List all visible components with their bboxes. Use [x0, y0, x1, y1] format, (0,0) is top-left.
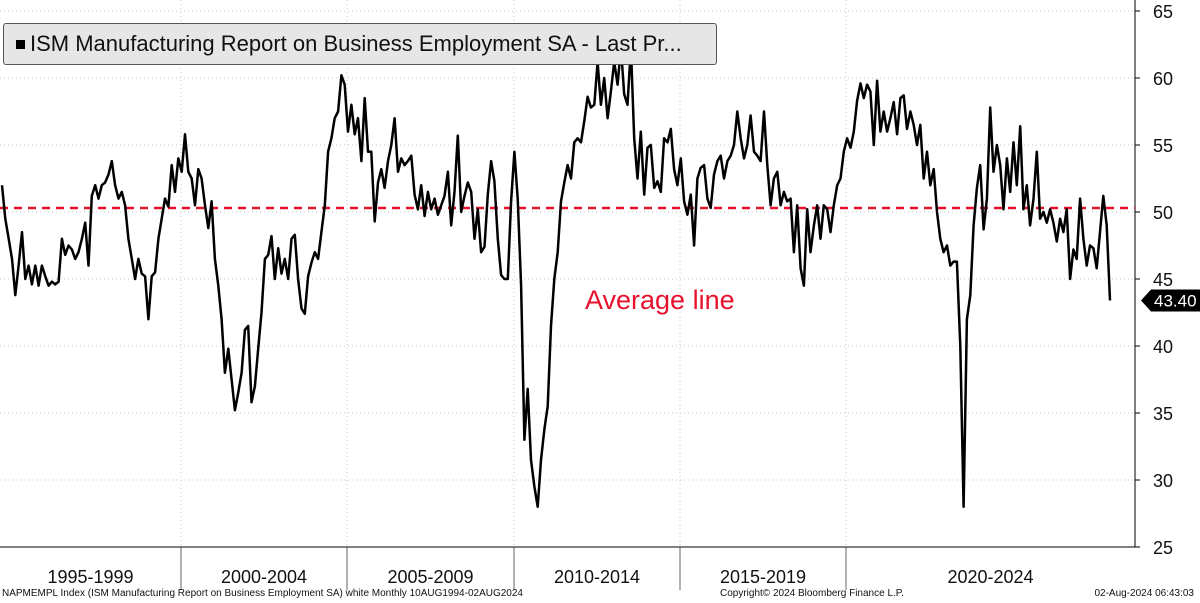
series-group	[0, 45, 1112, 509]
y-tick-label: 50	[1153, 203, 1173, 223]
x-period-dividers	[180, 0, 847, 590]
x-axis-period-labels: 1995-1999 2000-2004 2005-2009 2010-2014 2015…	[47, 567, 1033, 587]
y-tick-label: 55	[1153, 136, 1173, 156]
last-value-marker: 43.40	[1141, 289, 1200, 312]
x-period-label: 1995-1999	[47, 567, 133, 587]
legend-label: ISM Manufacturing Report on Business Emp…	[30, 31, 682, 56]
series-line	[0, 45, 1112, 509]
x-period-label: 2015-2019	[720, 567, 806, 587]
footer-copyright: Copyright© 2024 Bloomberg Finance L.P.	[720, 588, 904, 599]
y-tick-label: 60	[1153, 69, 1173, 89]
y-tick-label: 45	[1153, 270, 1173, 290]
x-period-label: 2020-2024	[947, 567, 1033, 587]
y-tick-label: 30	[1153, 471, 1173, 491]
last-value-label: 43.40	[1154, 291, 1197, 310]
x-period-label: 2010-2014	[554, 567, 640, 587]
legend: ISM Manufacturing Report on Business Emp…	[3, 23, 717, 65]
y-axis-ticks: 25 30 35 40 45 50 55 60 65	[1135, 2, 1173, 558]
x-period-label: 2000-2004	[221, 567, 307, 587]
footer-source: NAPMEMPL Index (ISM Manufacturing Report…	[2, 588, 523, 599]
y-tick-label: 65	[1153, 2, 1173, 22]
legend-swatch	[16, 39, 25, 49]
last-value-badge	[1141, 289, 1200, 312]
average-line-annotation: Average line	[585, 285, 735, 315]
y-tick-label: 35	[1153, 404, 1173, 424]
y-tick-label: 25	[1153, 538, 1173, 558]
x-period-label: 2005-2009	[387, 567, 473, 587]
footer-timestamp: 02-Aug-2024 06:43:03	[1094, 588, 1194, 599]
y-tick-label: 40	[1153, 337, 1173, 357]
